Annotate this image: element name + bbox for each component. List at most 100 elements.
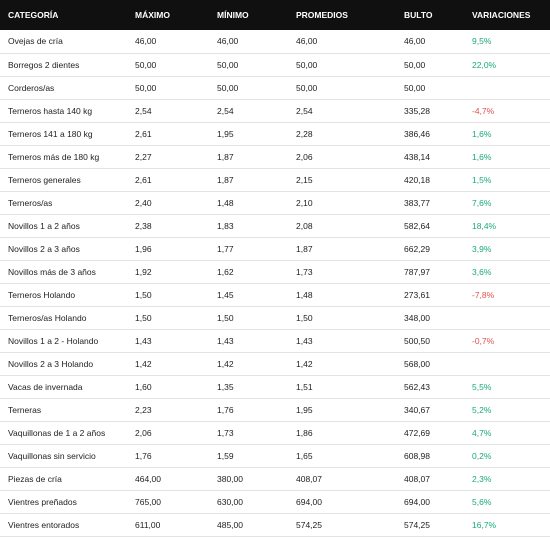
- cell-bulto: 500,50: [404, 335, 430, 346]
- cell-categoria: Terneros generales: [8, 174, 81, 185]
- cell-maximo: 1,43: [135, 335, 152, 346]
- cell-promedio: 1,87: [296, 243, 313, 254]
- cell-variacion: 5,5%: [472, 381, 492, 392]
- table-row: Terneros más de 180 kg 2,27 1,87 2,06 438,14…: [0, 145, 550, 168]
- table-row: Novillos 2 a 3 años 1,96 1,77 1,87 662,29 3,9…: [0, 237, 550, 260]
- cell-categoria: Novillos más de 3 años: [8, 266, 96, 277]
- table-row: Vacas de invernada 1,60 1,35 1,51 562,43 5,5%: [0, 375, 550, 398]
- table-row: Terneros/as 2,40 1,48 2,10 383,77 7,6%: [0, 191, 550, 214]
- cell-categoria: Terneros/as Holando: [8, 312, 87, 323]
- cell-variacion: -4,7%: [472, 105, 495, 116]
- cell-variacion: 9,5%: [472, 36, 492, 47]
- cell-variacion: 18,4%: [472, 220, 497, 231]
- table-body: Ovejas de cría 46,00 46,00 46,00 46,00 9,5% Bo…: [0, 30, 550, 536]
- cell-maximo: 2,61: [135, 128, 152, 139]
- table-row: Terneros Holando 1,50 1,45 1,48 273,61 -7,8%: [0, 283, 550, 306]
- cell-bulto: 562,43: [404, 381, 430, 392]
- cell-categoria: Novillos 2 a 3 Holando: [8, 358, 94, 369]
- cell-minimo: 2,54: [217, 105, 234, 116]
- cell-maximo: 1,42: [135, 358, 152, 369]
- cell-categoria: Terneros 141 a 180 kg: [8, 128, 93, 139]
- cell-categoria: Novillos 1 a 2 años: [8, 220, 80, 231]
- cell-variacion: 4,7%: [472, 427, 492, 438]
- cell-minimo: 1,48: [217, 197, 234, 208]
- cell-promedio: 46,00: [296, 36, 318, 47]
- header-variaciones: VARIACIONES: [472, 10, 531, 20]
- cell-maximo: 2,38: [135, 220, 152, 231]
- cell-maximo: 1,96: [135, 243, 152, 254]
- table-row: Terneros generales 2,61 1,87 2,15 420,18 1,5%: [0, 168, 550, 191]
- cell-maximo: 765,00: [135, 496, 161, 507]
- cell-variacion: 3,9%: [472, 243, 492, 254]
- cell-bulto: 662,29: [404, 243, 430, 254]
- table-header: CATEGORÍA MÁXIMO MÍNIMO PROMEDIOS BULTO …: [0, 0, 550, 30]
- cell-minimo: 380,00: [217, 473, 243, 484]
- header-promedios: PROMEDIOS: [296, 10, 348, 20]
- cell-maximo: 1,60: [135, 381, 152, 392]
- cell-bulto: 340,67: [404, 404, 430, 415]
- cell-promedio: 2,10: [296, 197, 313, 208]
- cell-bulto: 50,00: [404, 59, 426, 70]
- cell-minimo: 1,83: [217, 220, 234, 231]
- cell-categoria: Terneros/as: [8, 197, 53, 208]
- cell-minimo: 485,00: [217, 519, 243, 530]
- cell-categoria: Piezas de cría: [8, 473, 62, 484]
- table-row: Terneras 2,23 1,76 1,95 340,67 5,2%: [0, 398, 550, 421]
- cell-categoria: Terneros más de 180 kg: [8, 151, 100, 162]
- table-row: Vaquillonas de 1 a 2 años 2,06 1,73 1,86 472…: [0, 421, 550, 444]
- table-row: Vientres entorados 611,00 485,00 574,25 574,…: [0, 513, 550, 536]
- cell-bulto: 420,18: [404, 174, 430, 185]
- cell-categoria: Corderos/as: [8, 82, 55, 93]
- cell-minimo: 46,00: [217, 36, 239, 47]
- cell-promedio: 2,28: [296, 128, 313, 139]
- header-row: CATEGORÍA MÁXIMO MÍNIMO PROMEDIOS BULTO …: [0, 0, 550, 30]
- cell-promedio: 2,08: [296, 220, 313, 231]
- table-row: Novillos 1 a 2 - Holando 1,43 1,43 1,43 500,…: [0, 329, 550, 352]
- cell-maximo: 2,61: [135, 174, 152, 185]
- cell-minimo: 1,95: [217, 128, 234, 139]
- cell-minimo: 1,73: [217, 427, 234, 438]
- table-row: Vientres preñados 765,00 630,00 694,00 694,0…: [0, 490, 550, 513]
- cell-variacion: 2,3%: [472, 473, 492, 484]
- cell-promedio: 50,00: [296, 82, 318, 93]
- cell-categoria: Vaquillonas sin servicio: [8, 450, 96, 461]
- cell-minimo: 50,00: [217, 59, 239, 70]
- table-row: Borregos 2 dientes 50,00 50,00 50,00 50,00 22…: [0, 53, 550, 76]
- cell-variacion: 22,0%: [472, 59, 497, 70]
- header-categoria: CATEGORÍA: [8, 10, 59, 20]
- cell-maximo: 50,00: [135, 59, 157, 70]
- cell-promedio: 408,07: [296, 473, 322, 484]
- cell-minimo: 50,00: [217, 82, 239, 93]
- cell-variacion: -7,8%: [472, 289, 495, 300]
- cell-bulto: 608,98: [404, 450, 430, 461]
- cell-categoria: Ovejas de cría: [8, 36, 63, 47]
- cell-maximo: 2,27: [135, 151, 152, 162]
- table-row: Novillos más de 3 años 1,92 1,62 1,73 787,97…: [0, 260, 550, 283]
- cell-categoria: Vacas de invernada: [8, 381, 83, 392]
- cell-bulto: 348,00: [404, 312, 430, 323]
- cell-minimo: 1,43: [217, 335, 234, 346]
- header-minimo: MÍNIMO: [217, 10, 249, 20]
- cell-variacion: 1,6%: [472, 128, 492, 139]
- table-row: Novillos 2 a 3 Holando 1,42 1,42 1,42 568,00: [0, 352, 550, 375]
- cell-categoria: Novillos 1 a 2 - Holando: [8, 335, 99, 346]
- cell-bulto: 694,00: [404, 496, 430, 507]
- table-row: Ovejas de cría 46,00 46,00 46,00 46,00 9,5%: [0, 30, 550, 53]
- cell-maximo: 1,92: [135, 266, 152, 277]
- cell-minimo: 1,77: [217, 243, 234, 254]
- cell-variacion: 3,6%: [472, 266, 492, 277]
- cell-promedio: 1,48: [296, 289, 313, 300]
- cell-promedio: 2,06: [296, 151, 313, 162]
- cell-bulto: 568,00: [404, 358, 430, 369]
- cell-promedio: 574,25: [296, 519, 322, 530]
- cell-maximo: 2,40: [135, 197, 152, 208]
- cell-minimo: 1,42: [217, 358, 234, 369]
- cell-maximo: 1,76: [135, 450, 152, 461]
- cell-promedio: 1,42: [296, 358, 313, 369]
- cell-bulto: 787,97: [404, 266, 430, 277]
- cell-bulto: 582,64: [404, 220, 430, 231]
- cell-variacion: 5,2%: [472, 404, 492, 415]
- cell-bulto: 438,14: [404, 151, 430, 162]
- cell-minimo: 1,87: [217, 174, 234, 185]
